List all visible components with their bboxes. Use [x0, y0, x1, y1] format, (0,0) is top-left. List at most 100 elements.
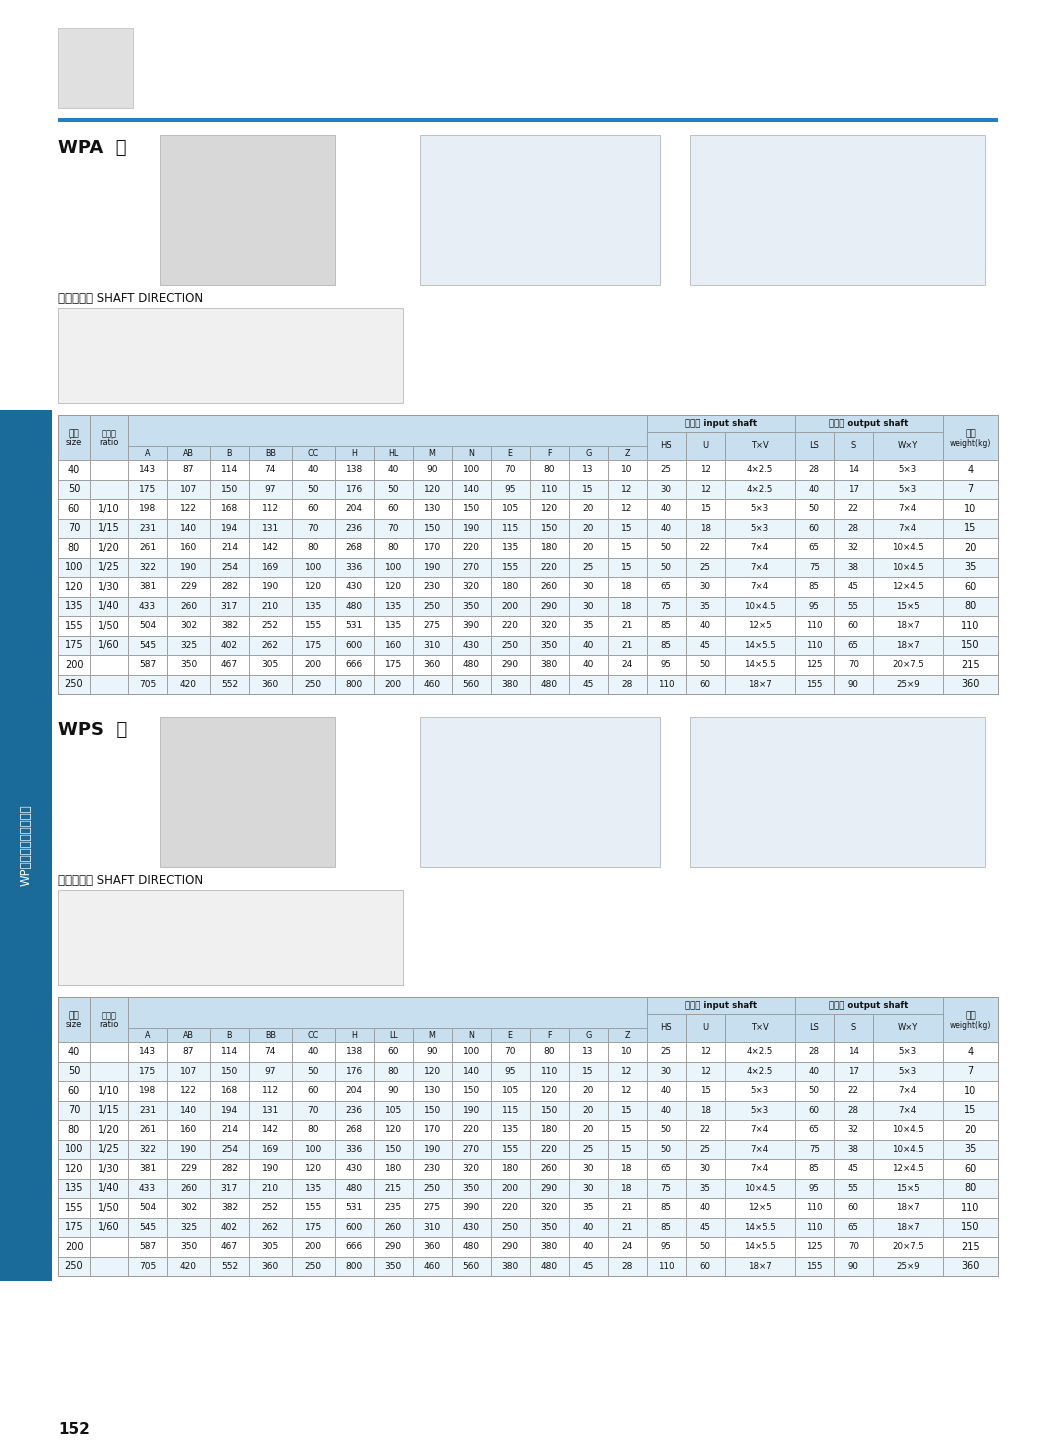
Text: 252: 252 — [262, 1204, 279, 1212]
Bar — [872, 558, 943, 576]
Text: 5×3: 5×3 — [899, 1047, 917, 1056]
Bar — [412, 655, 452, 675]
Bar — [374, 1159, 412, 1179]
Text: 236: 236 — [346, 524, 363, 533]
Bar — [292, 655, 335, 675]
Text: F: F — [547, 1031, 551, 1040]
Text: 60: 60 — [700, 1262, 710, 1270]
Bar — [530, 675, 568, 694]
Bar — [647, 1043, 686, 1061]
Text: 97: 97 — [265, 485, 276, 494]
Text: 390: 390 — [462, 621, 480, 630]
Bar — [90, 1159, 128, 1179]
Text: 1/50: 1/50 — [99, 1202, 120, 1212]
Text: 350: 350 — [541, 640, 558, 649]
Bar — [210, 446, 249, 460]
Text: 60: 60 — [68, 1086, 81, 1096]
Bar — [725, 1256, 795, 1276]
Bar — [249, 479, 292, 499]
Bar — [335, 539, 374, 558]
Text: 14: 14 — [848, 1047, 859, 1056]
Bar — [943, 998, 999, 1043]
Bar — [607, 1028, 647, 1043]
Bar — [530, 1237, 568, 1256]
Bar — [530, 1159, 568, 1179]
Bar — [607, 597, 647, 616]
Bar — [943, 518, 999, 539]
Bar — [943, 1217, 999, 1237]
Text: 28: 28 — [848, 524, 859, 533]
Text: 430: 430 — [462, 640, 480, 649]
Bar — [452, 1256, 491, 1276]
Text: 215: 215 — [961, 659, 979, 669]
Text: 28: 28 — [621, 1262, 633, 1270]
Text: 230: 230 — [424, 1165, 441, 1173]
Bar — [491, 460, 530, 479]
Text: H: H — [351, 449, 357, 457]
Bar — [686, 1198, 725, 1217]
Text: 15: 15 — [700, 504, 710, 513]
Text: 433: 433 — [139, 1183, 156, 1192]
Text: 120: 120 — [424, 1067, 441, 1076]
Text: 1/60: 1/60 — [99, 1223, 120, 1233]
Text: 110: 110 — [806, 1204, 823, 1212]
Text: 325: 325 — [180, 1223, 197, 1231]
Text: 1/25: 1/25 — [99, 562, 120, 572]
Text: 15: 15 — [621, 524, 633, 533]
Text: 24: 24 — [621, 1243, 633, 1252]
Bar — [452, 616, 491, 636]
Text: 25: 25 — [582, 563, 594, 572]
Bar — [568, 460, 607, 479]
Text: 40: 40 — [700, 621, 710, 630]
Text: 155: 155 — [65, 1202, 84, 1212]
Bar — [90, 1061, 128, 1080]
Bar — [834, 576, 872, 597]
Bar — [834, 1198, 872, 1217]
Text: 5×3: 5×3 — [750, 1106, 768, 1115]
Bar — [292, 479, 335, 499]
Bar — [686, 460, 725, 479]
Bar — [795, 597, 834, 616]
Bar — [128, 1237, 167, 1256]
Bar — [834, 636, 872, 655]
Bar — [834, 597, 872, 616]
Text: 138: 138 — [346, 1047, 363, 1056]
Bar — [167, 636, 210, 655]
Bar — [374, 1237, 412, 1256]
Text: 40: 40 — [700, 1204, 710, 1212]
Bar — [249, 460, 292, 479]
Bar — [530, 655, 568, 675]
Text: 135: 135 — [385, 621, 402, 630]
Bar — [128, 539, 167, 558]
Text: 20: 20 — [965, 1125, 976, 1135]
Bar — [210, 558, 249, 576]
Bar — [491, 1256, 530, 1276]
Text: 110: 110 — [541, 1067, 558, 1076]
Text: 350: 350 — [541, 1223, 558, 1231]
Bar — [412, 597, 452, 616]
Text: 460: 460 — [424, 680, 441, 688]
Text: 317: 317 — [220, 601, 238, 611]
Text: 95: 95 — [809, 601, 819, 611]
Bar — [58, 1179, 90, 1198]
Bar — [374, 1179, 412, 1198]
Bar — [128, 576, 167, 597]
Bar — [374, 1080, 412, 1101]
Text: 75: 75 — [660, 601, 672, 611]
Text: 12: 12 — [621, 485, 633, 494]
Bar — [943, 1179, 999, 1198]
Bar — [128, 518, 167, 539]
Text: 130: 130 — [424, 504, 441, 513]
Text: 268: 268 — [346, 1125, 363, 1134]
Text: 12: 12 — [700, 465, 710, 475]
Text: 轴指向表示 SHAFT DIRECTION: 轴指向表示 SHAFT DIRECTION — [58, 874, 204, 887]
Text: 21: 21 — [621, 1204, 633, 1212]
Bar — [90, 499, 128, 518]
Bar — [943, 636, 999, 655]
Text: 175: 175 — [139, 1067, 156, 1076]
Text: LS: LS — [810, 1024, 819, 1032]
Text: 50: 50 — [700, 1243, 710, 1252]
Text: 310: 310 — [424, 640, 441, 649]
Bar — [210, 1028, 249, 1043]
Text: 360: 360 — [262, 680, 279, 688]
